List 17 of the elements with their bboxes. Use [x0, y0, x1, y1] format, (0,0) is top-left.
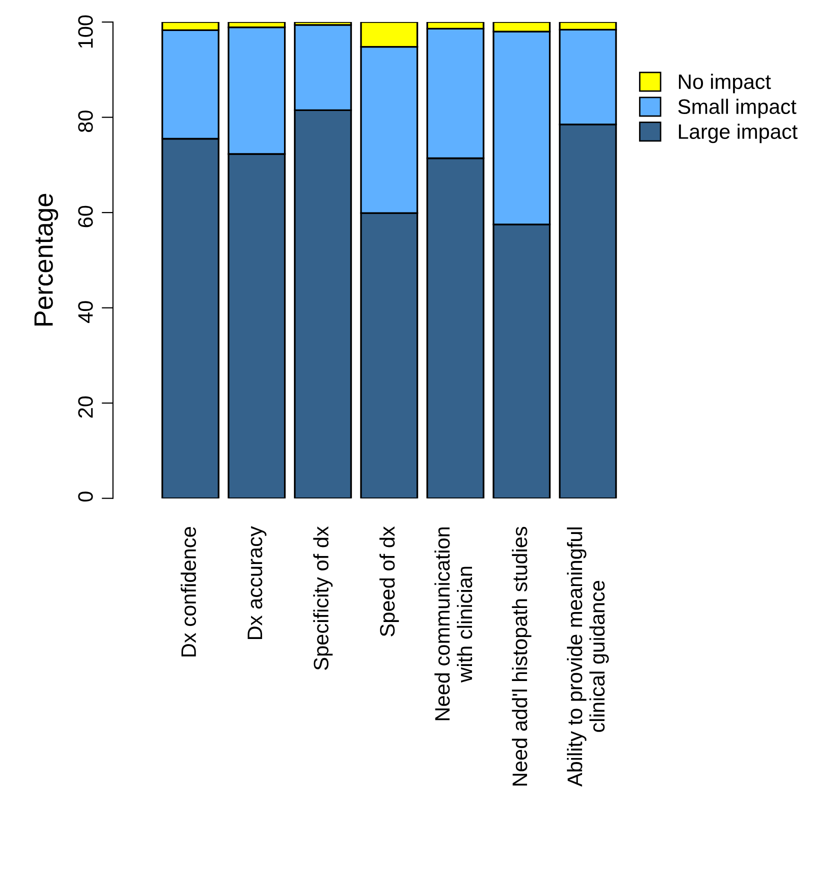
- x-tick-label: Ability to provide meaningful clinical guidance: [566, 527, 609, 787]
- x-tick-label: Specificity of dx: [313, 526, 333, 670]
- y-tick-label: 40: [78, 301, 93, 323]
- legend-label: Large impact: [678, 124, 798, 144]
- legend-label: Small impact: [678, 98, 796, 118]
- y-tick-label: 60: [78, 206, 93, 228]
- y-tick-label: 80: [78, 110, 93, 132]
- y-axis-title: Percentage: [34, 194, 58, 326]
- x-tick-label: Need add'l histopath studies: [512, 526, 532, 786]
- x-tick-label: Need communication with clinician: [434, 527, 472, 720]
- y-tick-label: 20: [78, 396, 93, 418]
- x-tick-label: Dx confidence: [180, 527, 196, 656]
- x-tick-label: Dx accuracy: [248, 526, 266, 640]
- y-tick-label: 100: [78, 15, 93, 48]
- legend-label: No impact: [678, 74, 771, 94]
- y-tick-label: 0: [78, 492, 93, 502]
- x-tick-label: Speed of dx: [379, 526, 399, 636]
